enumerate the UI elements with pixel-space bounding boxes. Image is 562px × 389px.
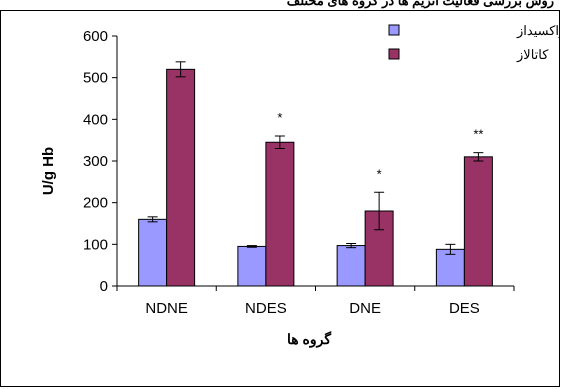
legend: گلوتاتیون پراکسیداز کاتالاز — [388, 23, 559, 63]
y-tick-label: 600 — [83, 28, 108, 45]
bar — [336, 245, 366, 287]
significance-mark: * — [377, 166, 382, 181]
x-tick-label: NDNE — [145, 300, 188, 317]
y-tick-label: 0 — [100, 278, 108, 295]
x-axis-label: گروه ها — [287, 331, 331, 348]
x-tick-label: NDES — [245, 300, 287, 317]
y-tick-label: 400 — [83, 111, 108, 128]
legend-swatch — [388, 48, 400, 60]
plot-area: 0 100 200 300 400 500 600 NDNE NDES * DNE * DES ** — [83, 28, 515, 317]
header-fragment-text: روش بررسی فعالیت آنزیم ها در گروه های مخ… — [286, 0, 554, 8]
bar — [138, 218, 168, 287]
x-tick-label: DES — [449, 300, 480, 317]
y-tick-label: 500 — [83, 70, 108, 87]
significance-mark: ** — [473, 127, 483, 142]
legend-swatch — [388, 24, 400, 36]
header-fragment: روش بررسی فعالیت آنزیم ها در گروه های مخ… — [0, 0, 562, 11]
y-tick-label: 300 — [83, 153, 108, 170]
bar — [435, 248, 465, 287]
significance-mark: * — [277, 110, 282, 125]
bar — [265, 141, 295, 287]
bar — [463, 156, 493, 287]
legend-label: کاتالاز — [516, 47, 549, 63]
y-tick-label: 100 — [83, 236, 108, 253]
y-axis-label: U/g Hb — [40, 147, 57, 195]
chart-frame: 0 100 200 300 400 500 600 NDNE NDES * DNE * DES ** U/… — [0, 10, 560, 387]
legend-label: گلوتاتیون پراکسیداز — [516, 23, 559, 39]
bar — [166, 68, 196, 287]
bar — [237, 245, 267, 287]
chart: 0 100 200 300 400 500 600 NDNE NDES * DNE * DES ** U/… — [40, 23, 559, 348]
x-tick-label: DNE — [349, 300, 381, 317]
y-tick-label: 200 — [83, 195, 108, 212]
